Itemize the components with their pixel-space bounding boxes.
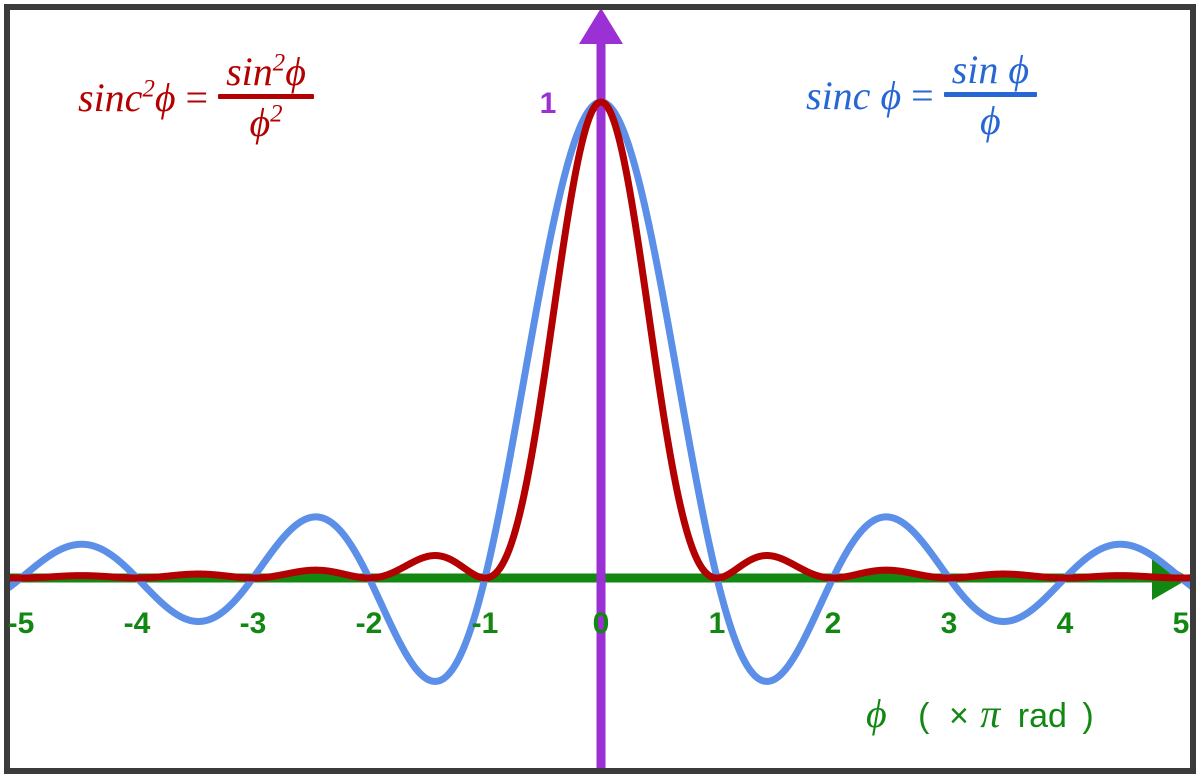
sinc-squared-denominator: ϕ2 bbox=[241, 99, 290, 143]
x-tick-label-neg2: -2 bbox=[356, 607, 383, 640]
sinc-lhs: sinc ϕ bbox=[806, 72, 902, 118]
x-tick-label-1: 1 bbox=[709, 607, 726, 640]
x-tick-label-neg3: -3 bbox=[240, 607, 267, 640]
caption-paren-close: ) bbox=[1082, 697, 1093, 735]
x-axis-caption: ϕ ( × π rad ) bbox=[866, 691, 1094, 736]
denominator-exponent: 2 bbox=[270, 100, 283, 128]
sinc-formula: sinc ϕ = sin ϕ ϕ bbox=[806, 50, 1038, 143]
sinc-squared-fraction: sin2ϕ ϕ2 bbox=[218, 49, 314, 143]
y-axis-arrow-icon bbox=[579, 10, 623, 44]
sinc-denominator: ϕ bbox=[980, 98, 1001, 143]
x-tick-label-4: 4 bbox=[1057, 607, 1074, 640]
sinc-squared-equals: = bbox=[185, 74, 209, 120]
sinc-lhs-var: ϕ bbox=[880, 72, 902, 118]
sinc-squared-lhs-var: ϕ bbox=[154, 74, 176, 120]
numerator-var: ϕ bbox=[285, 49, 306, 94]
x-tick-labels: -5 -4 -3 -2 -1 0 1 2 3 4 5 bbox=[8, 607, 1190, 640]
numerator-var: ϕ bbox=[1008, 47, 1030, 92]
fraction-bar bbox=[943, 92, 1038, 97]
caption-unit: rad bbox=[1018, 697, 1067, 735]
caption-pi-symbol: π bbox=[980, 691, 1001, 736]
sinc-squared-lhs-exponent: 2 bbox=[142, 75, 155, 103]
x-tick-label-neg5: -5 bbox=[8, 607, 35, 640]
sinc-fraction: sin ϕ ϕ bbox=[943, 50, 1038, 143]
sinc-numerator: sin ϕ bbox=[944, 50, 1037, 92]
caption-paren-open: ( bbox=[918, 697, 930, 735]
sinc-equals: = bbox=[911, 72, 934, 118]
series-line-sinc-squared bbox=[10, 98, 1190, 582]
fraction-bar bbox=[218, 94, 314, 99]
x-tick-label-3: 3 bbox=[941, 607, 958, 640]
sinc-squared-formula: sinc2ϕ = sin2ϕ ϕ2 bbox=[78, 49, 314, 143]
svg-text:ϕ ( ×: ϕ ( × π rad ) bbox=[866, 691, 1094, 736]
sinc-squared-lhs: sinc2ϕ bbox=[78, 74, 176, 120]
numerator-sin: sin bbox=[226, 49, 273, 94]
x-tick-label-2: 2 bbox=[825, 607, 842, 640]
y-axis bbox=[579, 10, 623, 768]
y-tick-label-1: 1 bbox=[540, 87, 557, 120]
x-tick-label-0: 0 bbox=[593, 607, 610, 640]
sinc-squared-numerator: sin2ϕ bbox=[218, 49, 314, 94]
x-tick-label-5: 5 bbox=[1173, 607, 1190, 640]
x-tick-label-neg1: -1 bbox=[472, 607, 499, 640]
caption-times-icon: × bbox=[949, 697, 969, 735]
numerator-sin: sin bbox=[951, 47, 999, 92]
sinc-lhs-text: sinc bbox=[806, 72, 871, 118]
denominator-var: ϕ bbox=[249, 100, 271, 145]
x-tick-label-neg4: -4 bbox=[124, 607, 151, 640]
sinc-squared-lhs-text: sinc bbox=[78, 74, 143, 120]
caption-phi-symbol: ϕ bbox=[866, 691, 887, 736]
numerator-exponent: 2 bbox=[272, 49, 286, 77]
